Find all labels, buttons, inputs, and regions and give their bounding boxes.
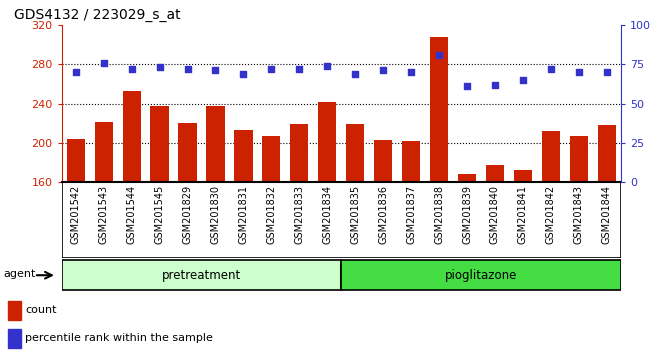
Text: percentile rank within the sample: percentile rank within the sample [25, 333, 213, 343]
Point [350, 71, 360, 76]
Text: GSM201837: GSM201837 [406, 184, 416, 244]
Text: GSM201835: GSM201835 [350, 184, 360, 244]
Bar [291, 124, 308, 182]
Point [266, 66, 277, 72]
Bar [263, 136, 280, 182]
Bar [318, 102, 336, 182]
Text: GSM201831: GSM201831 [239, 184, 248, 244]
Bar [430, 36, 448, 182]
Bar [67, 139, 85, 182]
Point [322, 63, 332, 69]
Bar [235, 130, 252, 182]
Bar [458, 175, 476, 182]
Text: GSM201836: GSM201836 [378, 184, 388, 244]
Point [434, 52, 445, 58]
Text: GSM201841: GSM201841 [518, 184, 528, 244]
Text: count: count [25, 306, 57, 315]
Text: pretreatment: pretreatment [162, 269, 241, 282]
Text: GSM201829: GSM201829 [183, 184, 192, 244]
Bar [402, 141, 420, 182]
Point [70, 69, 81, 75]
Bar [346, 124, 364, 182]
Bar [374, 140, 392, 182]
Point [99, 60, 109, 65]
Text: GSM201545: GSM201545 [155, 184, 164, 244]
Bar [95, 122, 112, 182]
Point [182, 66, 193, 72]
Point [155, 64, 165, 70]
Bar [179, 123, 196, 182]
Bar [62, 260, 341, 290]
Bar [570, 136, 588, 182]
Text: GSM201842: GSM201842 [546, 184, 556, 244]
Point [406, 69, 416, 75]
Text: GSM201832: GSM201832 [266, 184, 276, 244]
Bar [542, 131, 560, 182]
Text: GSM201830: GSM201830 [211, 184, 220, 244]
Point [211, 68, 221, 73]
Text: GSM201844: GSM201844 [602, 184, 612, 244]
Text: GSM201543: GSM201543 [99, 184, 109, 244]
Point [462, 84, 473, 89]
Bar [341, 260, 621, 290]
Text: GDS4132 / 223029_s_at: GDS4132 / 223029_s_at [14, 8, 181, 22]
Text: GSM201544: GSM201544 [127, 184, 136, 244]
Point [294, 66, 305, 72]
Text: GSM201843: GSM201843 [574, 184, 584, 244]
Point [602, 69, 612, 75]
Text: GSM201834: GSM201834 [322, 184, 332, 244]
Text: GSM201839: GSM201839 [462, 184, 472, 244]
Bar [207, 107, 224, 182]
Point [518, 77, 528, 83]
Text: GSM201838: GSM201838 [434, 184, 444, 244]
Point [574, 69, 584, 75]
Point [490, 82, 501, 87]
Text: GSM201542: GSM201542 [71, 184, 81, 244]
Bar [598, 125, 616, 182]
Text: GSM201833: GSM201833 [294, 184, 304, 244]
Bar [123, 91, 140, 182]
Bar [8, 301, 21, 320]
Bar [8, 329, 21, 348]
Point [126, 66, 137, 72]
Point [546, 66, 556, 72]
Text: GSM201840: GSM201840 [490, 184, 500, 244]
Point [378, 68, 389, 73]
Point [238, 71, 248, 76]
Bar [151, 107, 168, 182]
Text: pioglitazone: pioglitazone [445, 269, 517, 282]
Bar [514, 171, 532, 182]
Bar [486, 165, 504, 182]
Text: agent: agent [3, 269, 36, 279]
